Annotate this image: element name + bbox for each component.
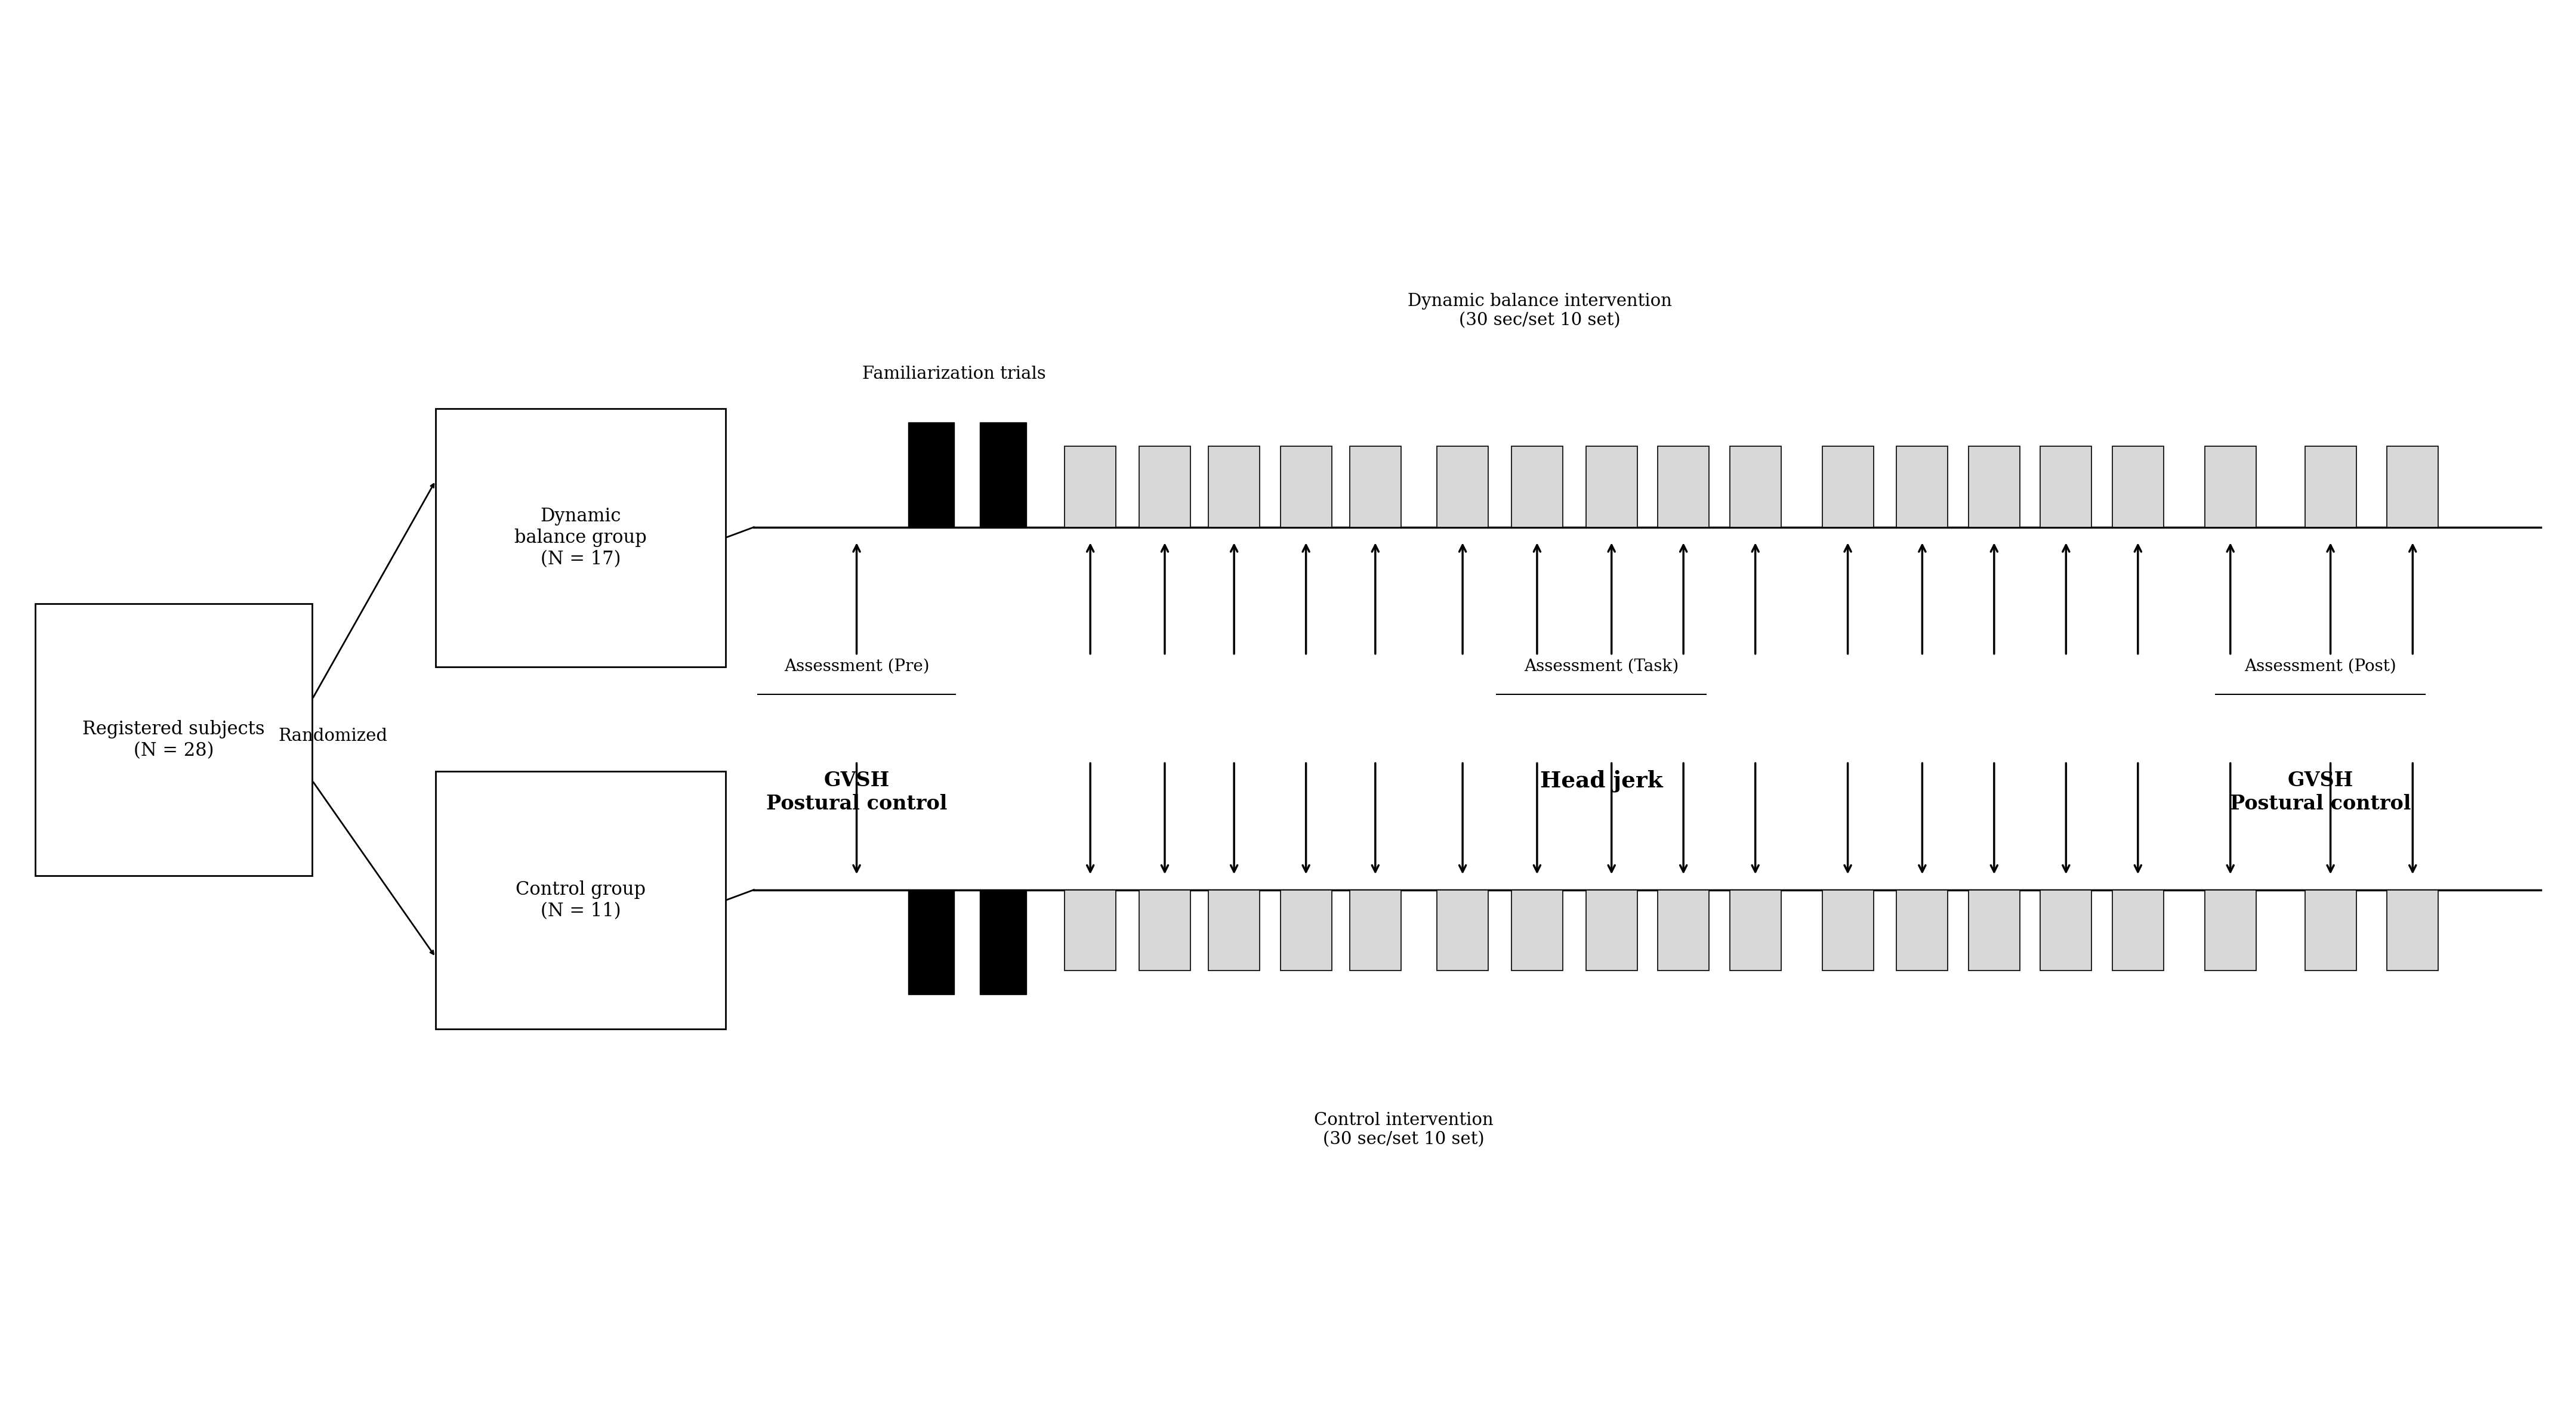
Text: Randomized: Randomized: [278, 728, 386, 745]
Bar: [1659, 890, 1708, 971]
Bar: [2040, 446, 2092, 528]
Bar: [1821, 446, 1873, 528]
Text: Dynamic
balance group
(N = 17): Dynamic balance group (N = 17): [515, 506, 647, 568]
Text: GVSH
Postural control: GVSH Postural control: [2231, 770, 2411, 814]
Text: GVSH
Postural control: GVSH Postural control: [765, 770, 948, 814]
Bar: [1728, 890, 1780, 971]
Bar: [2306, 890, 2357, 971]
Bar: [1139, 890, 1190, 971]
Bar: [907, 890, 953, 995]
Bar: [2388, 890, 2439, 971]
Bar: [907, 422, 953, 528]
Bar: [1968, 890, 2020, 971]
Text: Assessment (Post): Assessment (Post): [2244, 658, 2396, 675]
FancyBboxPatch shape: [435, 772, 726, 1030]
Bar: [1896, 446, 1947, 528]
Bar: [2112, 890, 2164, 971]
Bar: [1968, 446, 2020, 528]
Bar: [979, 422, 1025, 528]
Bar: [1437, 890, 1489, 971]
Bar: [1280, 890, 1332, 971]
Text: Familiarization trials: Familiarization trials: [863, 365, 1046, 382]
Bar: [2040, 890, 2092, 971]
Bar: [1064, 890, 1115, 971]
Bar: [1208, 890, 1260, 971]
Bar: [1896, 890, 1947, 971]
Bar: [1139, 446, 1190, 528]
Bar: [1728, 446, 1780, 528]
Bar: [1208, 446, 1260, 528]
Bar: [2205, 446, 2257, 528]
Text: Dynamic balance intervention
(30 sec/set 10 set): Dynamic balance intervention (30 sec/set…: [1406, 293, 1672, 328]
FancyBboxPatch shape: [435, 408, 726, 666]
Bar: [1064, 446, 1115, 528]
Text: Assessment (Task): Assessment (Task): [1525, 658, 1680, 675]
Text: Head jerk: Head jerk: [1540, 770, 1662, 793]
Bar: [1350, 446, 1401, 528]
Bar: [979, 890, 1025, 995]
Bar: [1437, 446, 1489, 528]
Text: Control group
(N = 11): Control group (N = 11): [515, 880, 647, 920]
Bar: [1587, 446, 1638, 528]
Text: Assessment (Pre): Assessment (Pre): [783, 658, 930, 675]
Bar: [1659, 446, 1708, 528]
Bar: [2388, 446, 2439, 528]
Bar: [1350, 890, 1401, 971]
Bar: [1280, 446, 1332, 528]
Bar: [1587, 890, 1638, 971]
Text: Control intervention
(30 sec/set 10 set): Control intervention (30 sec/set 10 set): [1314, 1111, 1494, 1148]
Bar: [1512, 890, 1564, 971]
Bar: [1821, 890, 1873, 971]
Text: Registered subjects
(N = 28): Registered subjects (N = 28): [82, 720, 265, 760]
Bar: [2306, 446, 2357, 528]
Bar: [1512, 446, 1564, 528]
Bar: [2205, 890, 2257, 971]
Bar: [2112, 446, 2164, 528]
FancyBboxPatch shape: [36, 603, 312, 875]
